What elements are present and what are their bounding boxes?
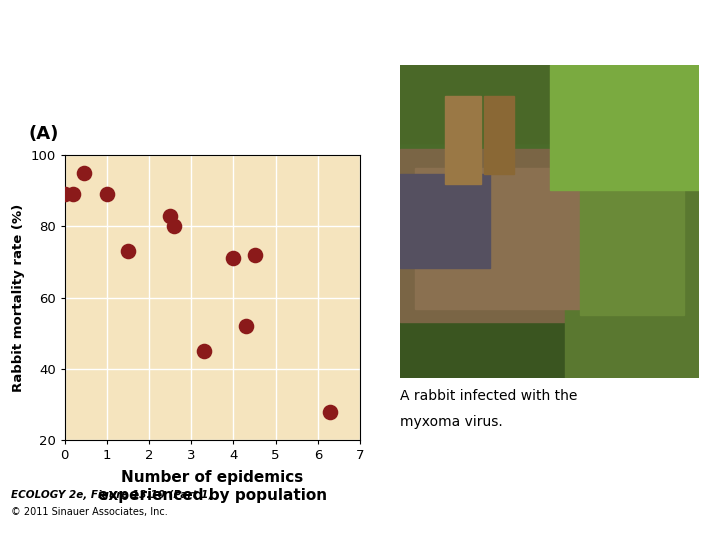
Point: [325, 407, 336, 416]
Point: [122, 247, 134, 255]
Bar: [445, 96, 481, 184]
Point: [78, 168, 89, 177]
Bar: [400, 65, 699, 143]
Point: [68, 190, 79, 199]
Point: [168, 222, 180, 231]
Point: [59, 190, 71, 199]
Bar: [484, 96, 514, 174]
Bar: [564, 65, 699, 378]
X-axis label: Number of epidemics
experienced by population: Number of epidemics experienced by popul…: [98, 470, 327, 503]
Text: ECOLOGY 2e, Figure 13.10 (Part 1): ECOLOGY 2e, Figure 13.10 (Part 1): [11, 490, 213, 501]
Text: Figure 13.10  Coevolution of the European Rabbit and the Myxoma Virus (Part 1): Figure 13.10 Coevolution of the European…: [6, 6, 594, 22]
Bar: [550, 65, 699, 190]
Bar: [400, 174, 490, 268]
Text: myxoma virus.: myxoma virus.: [400, 415, 503, 429]
Bar: [400, 150, 595, 322]
Point: [164, 211, 176, 220]
Point: [249, 251, 261, 259]
Bar: [415, 168, 580, 309]
Y-axis label: Rabbit mortality rate (%): Rabbit mortality rate (%): [12, 204, 25, 392]
Bar: [400, 284, 699, 378]
Text: (A): (A): [29, 125, 59, 143]
Point: [240, 322, 252, 330]
Point: [228, 254, 239, 262]
Point: [102, 190, 113, 199]
Bar: [580, 159, 684, 315]
Text: © 2011 Sinauer Associates, Inc.: © 2011 Sinauer Associates, Inc.: [11, 507, 168, 517]
Point: [198, 347, 210, 355]
Text: A rabbit infected with the: A rabbit infected with the: [400, 389, 577, 403]
